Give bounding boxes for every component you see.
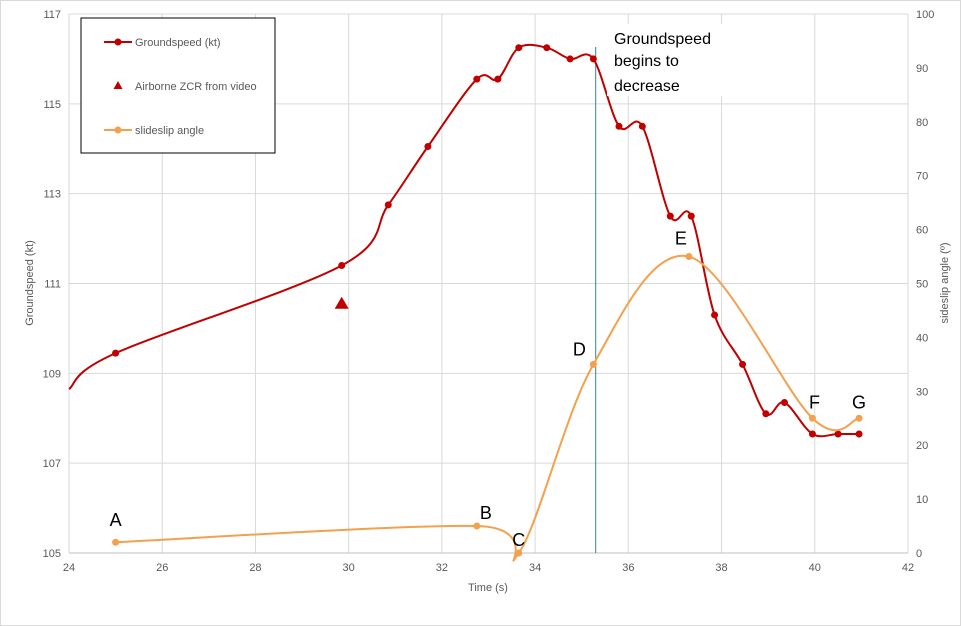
x-tick-label: 34	[529, 562, 541, 574]
point-label-c: C	[512, 530, 525, 550]
x-tick-label: 28	[249, 562, 261, 574]
annotation-line-3: decrease	[614, 78, 680, 95]
groundspeed-point	[112, 349, 120, 357]
groundspeed-point	[589, 55, 597, 63]
x-tick-label: 30	[343, 562, 355, 574]
groundspeed-point	[739, 360, 747, 368]
sideslip-point	[473, 522, 481, 530]
x-tick-label: 42	[902, 562, 914, 574]
x-tick-label: 36	[622, 562, 634, 574]
legend-zcr-label: Airborne ZCR from video	[135, 81, 257, 93]
y2-tick-label: 30	[916, 386, 928, 398]
groundspeed-point	[762, 410, 770, 418]
x-axis-title: Time (s)	[468, 582, 508, 594]
x-tick-label: 32	[436, 562, 448, 574]
groundspeed-point	[687, 212, 695, 220]
x-tick-label: 40	[809, 562, 821, 574]
groundspeed-point	[566, 55, 574, 63]
point-label-d: D	[573, 339, 586, 359]
groundspeed-point	[834, 430, 842, 438]
legend-groundspeed-marker	[114, 38, 122, 46]
legend-sideslip-marker	[114, 126, 122, 134]
x-tick-label: 26	[156, 562, 168, 574]
groundspeed-point	[711, 311, 719, 319]
y2-tick-label: 50	[916, 279, 928, 291]
legend-groundspeed-label: Groundspeed (kt)	[135, 37, 221, 49]
point-label-e: E	[675, 229, 687, 249]
groundspeed-point	[808, 430, 816, 438]
point-label-g: G	[852, 392, 866, 412]
y2-tick-label: 80	[916, 117, 928, 129]
groundspeed-point	[780, 399, 788, 407]
legend-sideslip-label: slideslip angle	[135, 125, 204, 137]
y2-tick-label: 60	[916, 225, 928, 237]
groundspeed-point	[384, 201, 392, 209]
decrease-annotation: Groundspeed begins to decrease	[607, 24, 722, 96]
point-label-b: B	[480, 503, 492, 523]
y-tick-label: 105	[43, 548, 61, 560]
gridlines	[68, 13, 909, 554]
groundspeed-point	[338, 262, 346, 270]
sideslip-line	[115, 254, 860, 562]
y2-tick-label: 70	[916, 171, 928, 183]
sideslip-point	[855, 414, 863, 422]
plot-series	[68, 43, 863, 562]
y-tick-label: 109	[43, 368, 61, 380]
groundspeed-point	[666, 212, 674, 220]
point-label-a: A	[110, 510, 122, 530]
groundspeed-point	[543, 44, 551, 52]
legend-zcr-marker	[113, 81, 123, 89]
sideslip-point	[589, 360, 597, 368]
y-tick-label: 117	[43, 9, 61, 21]
axes: 24 26 28 30 32 34 36 38 40 42 105 107 109 111 113 115 11…	[43, 9, 935, 574]
groundspeed-point	[615, 122, 623, 130]
x-tick-label: 38	[715, 562, 727, 574]
y-axis-title: Groundspeed (kt)	[24, 240, 36, 326]
groundspeed-point	[638, 122, 646, 130]
y2-tick-label: 0	[916, 548, 922, 560]
point-label-f: F	[809, 392, 820, 412]
sideslip-point	[112, 538, 120, 546]
x-tick-label: 24	[63, 562, 75, 574]
y2-tick-label: 40	[916, 332, 928, 344]
groundspeed-point	[494, 75, 502, 83]
y2-tick-label: 90	[916, 63, 928, 75]
groundspeed-point	[424, 143, 432, 151]
groundspeed-point	[515, 44, 523, 52]
y2-tick-label: 100	[916, 9, 934, 21]
legend: Groundspeed (kt) Airborne ZCR from video…	[80, 17, 276, 154]
sideslip-point	[515, 549, 523, 557]
y2-tick-label: 10	[916, 494, 928, 506]
sideslip-point	[808, 414, 816, 422]
y2-tick-label: 20	[916, 440, 928, 452]
groundspeed-point	[855, 430, 863, 438]
annotation-line-1: Groundspeed	[614, 31, 711, 48]
y-tick-label: 111	[44, 279, 61, 291]
y-tick-label: 113	[43, 189, 61, 201]
y-tick-label: 107	[43, 458, 61, 470]
zcr-triangle-marker	[334, 296, 349, 309]
y2-axis-title: sideslip angle (º)	[939, 242, 951, 323]
annotation-line-2: begins to	[614, 53, 679, 70]
point-labels: A BC D E F G	[110, 229, 866, 550]
sideslip-point	[685, 253, 693, 261]
y-tick-label: 115	[43, 99, 61, 111]
groundspeed-point	[473, 75, 481, 83]
